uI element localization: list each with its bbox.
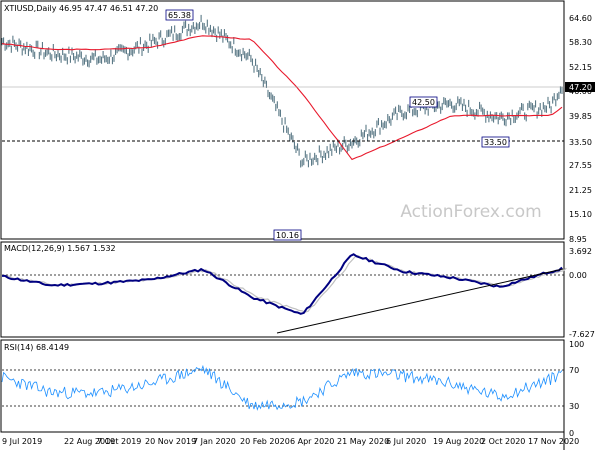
x-tick: 22 Aug 2019	[64, 437, 115, 446]
annotation-text: 65.38	[168, 11, 191, 20]
price-y-tick: 27.55	[569, 161, 592, 170]
macd-panel-frame	[0, 241, 565, 338]
price-layer	[1, 14, 563, 168]
x-tick: 2 Oct 2020	[481, 437, 525, 446]
support-level-label: 33.50	[569, 138, 592, 147]
price-y-tick: 64.60	[569, 14, 592, 23]
macd-y-axis: 3.692 0.00 -7.627	[569, 247, 595, 339]
price-y-tick: 39.85	[569, 112, 592, 121]
x-tick: 7 Jan 2020	[193, 437, 236, 446]
rsi-y-tick: 30	[569, 402, 579, 411]
x-tick: 19 Aug 2020	[433, 437, 484, 446]
macd-trendline	[276, 268, 564, 334]
annotation-low-apr: 10.16	[273, 229, 302, 241]
rsi-y-tick: 70	[569, 366, 579, 375]
x-tick: 21 May 2020	[337, 437, 389, 446]
x-tick: 9 Jul 2019	[2, 437, 42, 446]
macd-signal-line	[6, 254, 567, 313]
annotation-high-aug: 42.50	[409, 96, 438, 108]
x-tick: 7 Oct 2019	[97, 437, 141, 446]
x-axis: 9 Jul 2019 22 Aug 2019 7 Oct 2019 20 Nov…	[2, 431, 579, 446]
watermark: ActionForex.com	[400, 202, 541, 222]
macd-y-tick: -7.627	[569, 330, 595, 339]
macd-layer	[2, 253, 567, 315]
rsi-y-tick: 100	[569, 340, 584, 349]
price-y-tick: 21.25	[569, 186, 592, 195]
price-y-tick: 15.10	[569, 210, 592, 219]
x-tick: 17 Nov 2020	[528, 437, 579, 446]
last-price-label: 47.20	[569, 83, 592, 92]
last-price-box	[565, 82, 595, 92]
annotation-text: 10.16	[276, 231, 299, 240]
price-y-tick: 52.15	[569, 63, 592, 72]
annotation-support: 33.50	[481, 136, 510, 148]
x-tick: 6 Apr 2020	[290, 437, 334, 446]
macd-y-tick: 3.692	[569, 247, 592, 256]
moving-average-line	[1, 35, 563, 161]
rsi-header: RSI(14) 68.4149	[4, 343, 69, 352]
macd-line	[2, 253, 563, 315]
x-tick: 20 Feb 2020	[240, 437, 290, 446]
rsi-line	[1, 364, 563, 411]
price-y-axis: 64.60 58.30 52.15 46.00 39.85 27.55 21.2…	[565, 14, 595, 244]
support-level-box	[565, 137, 595, 147]
rsi-y-axis: 100 70 30 0	[569, 340, 584, 438]
price-y-tick: 8.95	[569, 235, 587, 244]
x-tick: 6 Jul 2020	[386, 437, 426, 446]
macd-y-tick: 0.00	[569, 271, 587, 280]
rsi-y-tick: 0	[569, 429, 574, 438]
x-tick: 20 Nov 2019	[145, 437, 196, 446]
price-header: XTIUSD,Daily 46.95 47.47 46.51 47.20	[4, 4, 158, 13]
annotation-text: 33.50	[484, 138, 507, 147]
macd-header: MACD(12,26,9) 1.567 1.532	[4, 244, 116, 253]
annotation-text: 42.50	[412, 98, 435, 107]
annotation-high-jan: 65.38	[165, 9, 194, 21]
price-y-tick: 58.30	[569, 38, 592, 47]
rsi-layer	[1, 364, 563, 411]
